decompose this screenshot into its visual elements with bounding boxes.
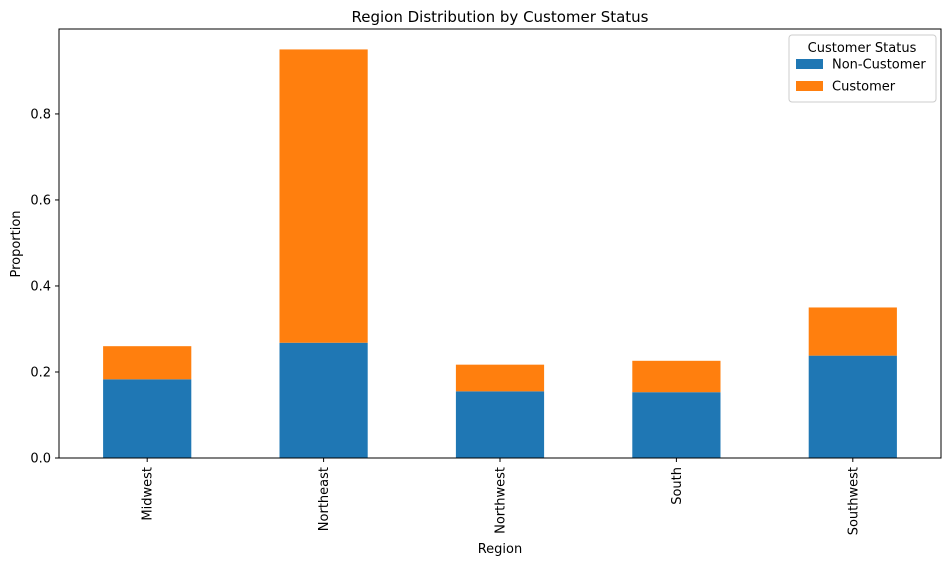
x-tick-label: Northwest bbox=[494, 467, 509, 534]
bar-south-non-customer bbox=[632, 392, 721, 458]
bar-northwest-customer bbox=[455, 364, 545, 392]
bar-midwest-customer bbox=[103, 346, 192, 380]
bar-northwest-non-customer bbox=[455, 391, 545, 458]
y-tick-label: 0.8 bbox=[30, 107, 51, 122]
x-tick-label: Midwest bbox=[141, 467, 156, 521]
legend-title: Customer Status bbox=[808, 41, 917, 56]
legend-items: Non-Customer Customer bbox=[796, 58, 926, 95]
plot-area: 0.0 0.2 0.4 0.6 0.8 Midwest Northeast Northwes… bbox=[30, 28, 942, 535]
bar-southwest-non-customer bbox=[808, 355, 897, 458]
chart-title: Region Distribution by Customer Status bbox=[352, 8, 649, 26]
legend-swatch-non-customer bbox=[796, 59, 823, 69]
bar-southwest-customer bbox=[808, 307, 897, 356]
x-tick-label: Southwest bbox=[846, 467, 861, 535]
legend-box bbox=[788, 34, 937, 103]
y-ticks: 0.0 0.2 0.4 0.6 0.8 bbox=[30, 107, 59, 467]
bar-south-customer bbox=[632, 360, 721, 393]
y-tick-label: 0.2 bbox=[30, 365, 51, 380]
y-tick-label: 0.0 bbox=[30, 452, 51, 467]
y-tick-label: 0.6 bbox=[30, 193, 51, 208]
x-tick-label: Northeast bbox=[317, 467, 332, 531]
bar-northeast-non-customer bbox=[279, 342, 368, 458]
legend-label-non-customer: Non-Customer bbox=[832, 58, 926, 73]
bars bbox=[103, 49, 897, 458]
legend-swatch-customer bbox=[796, 81, 823, 91]
bar-midwest-non-customer bbox=[103, 379, 192, 458]
x-axis-label: Region bbox=[478, 542, 523, 557]
x-tick-label: South bbox=[670, 467, 685, 505]
x-ticks: Midwest Northeast Northwest South Southwest bbox=[141, 458, 861, 535]
bar-northeast-customer bbox=[279, 49, 368, 343]
legend-label-customer: Customer bbox=[832, 80, 896, 95]
y-axis-label: Proportion bbox=[9, 210, 24, 277]
legend: Customer Status Non-Customer Customer bbox=[788, 34, 937, 103]
y-tick-label: 0.4 bbox=[30, 279, 51, 294]
